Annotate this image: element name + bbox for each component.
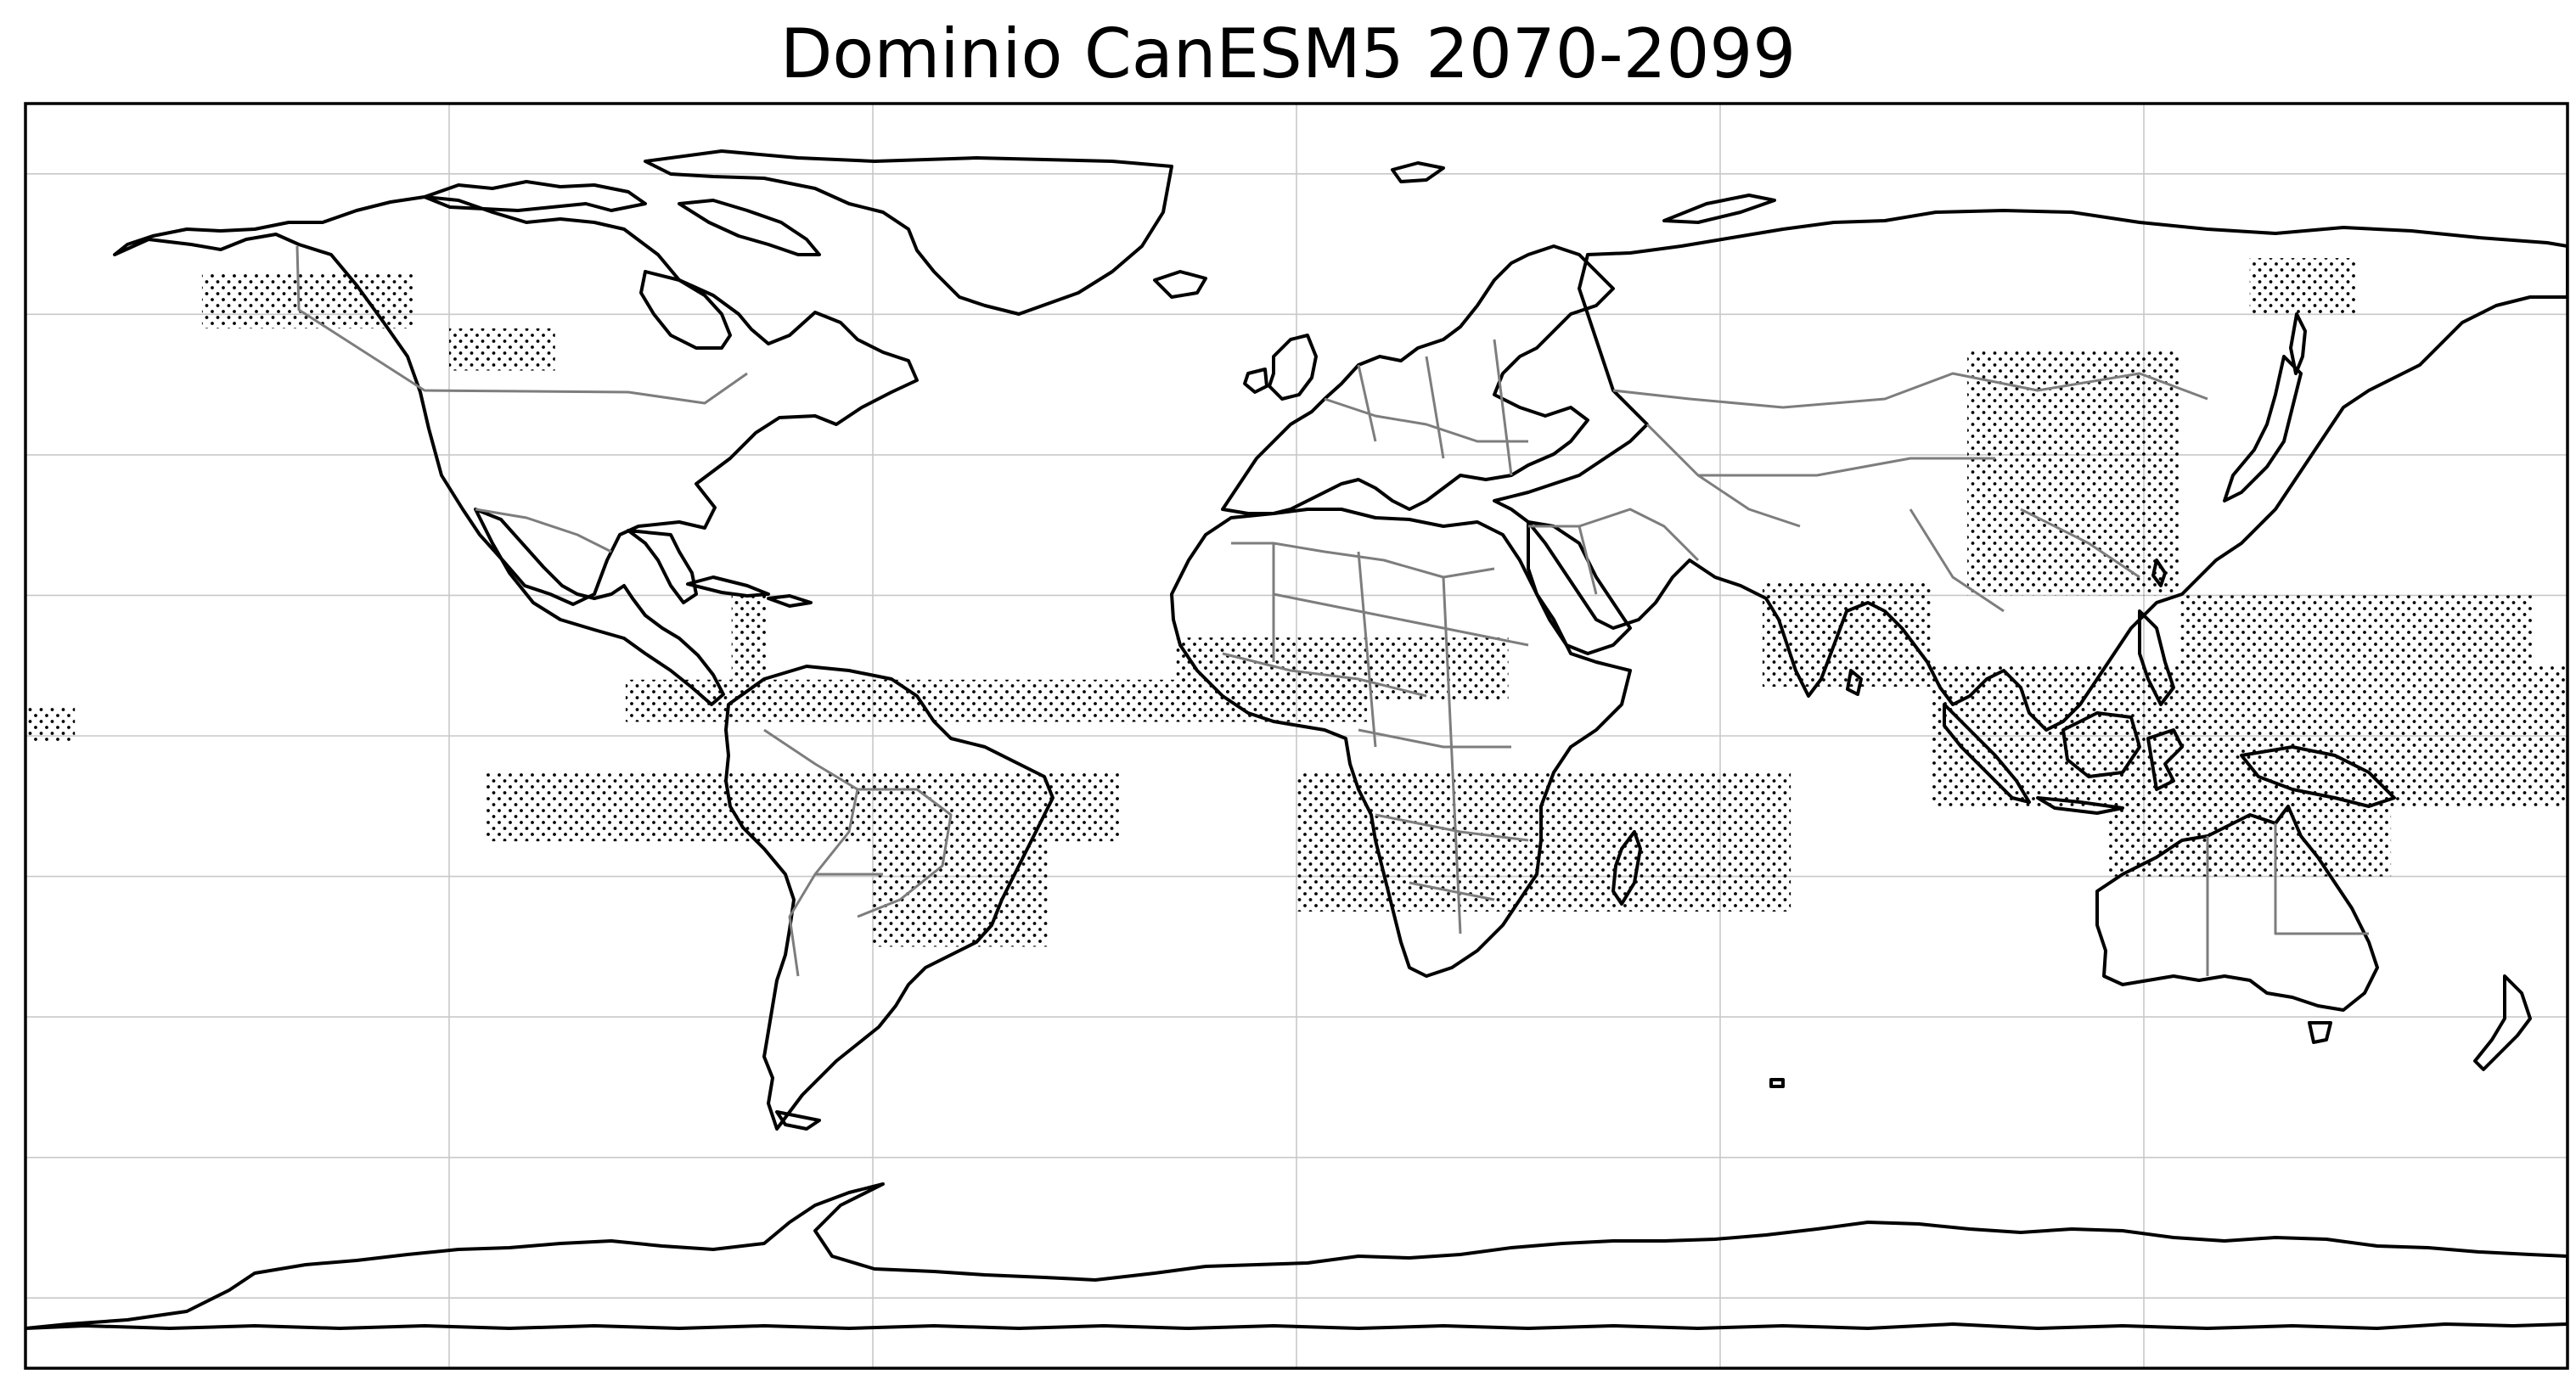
stipple-region-southern-africa-indian-ocean xyxy=(1296,771,1791,912)
south-america-borders xyxy=(763,728,953,977)
sulawesi-coastline xyxy=(2146,728,2184,791)
map-title: Dominio CanESM5 2070-2099 xyxy=(779,14,1797,93)
stipple-region-sahel-west-africa xyxy=(1176,637,1509,701)
map-frame xyxy=(24,102,2569,1370)
philippines-coastline xyxy=(2138,609,2175,706)
stipple-region-east-asia xyxy=(1967,349,2179,596)
borneo-coastline xyxy=(2061,711,2141,778)
us-mexico-border xyxy=(475,508,612,553)
canadian-archipelago-coastline xyxy=(423,180,647,212)
new-zealand-coastline xyxy=(2473,974,2532,1071)
hispaniola-coastline xyxy=(767,594,813,608)
java-coastline xyxy=(2036,796,2124,815)
north-america-coastline xyxy=(113,195,919,606)
stipple-region-tropical-south-america xyxy=(484,771,1121,842)
baffin-island-coastline xyxy=(678,199,821,256)
mexico-central-america-coastline xyxy=(474,508,725,706)
stipple-region-alaska-canada xyxy=(201,272,414,328)
stipple-region-mexico-caribbean xyxy=(731,595,768,680)
asia-coastline xyxy=(1493,209,2568,732)
greenland-coastline xyxy=(644,149,1173,316)
stipple-region-southern-brazil xyxy=(873,841,1049,947)
coastlines xyxy=(25,149,2568,1330)
europe-asia-borders xyxy=(1324,339,2208,613)
australia-coastline xyxy=(2095,805,2379,1012)
small-island-coastline xyxy=(1769,1078,1785,1088)
madagascar-coastline xyxy=(1611,830,1642,906)
sakhalin-coastline xyxy=(2289,312,2307,375)
stipple-region-south-asia-bay-of-bengal xyxy=(1762,581,1932,688)
new-guinea-coastline xyxy=(2240,745,2396,808)
novaya-zemlya-coastline xyxy=(1662,194,1776,224)
middle-east-borders xyxy=(1528,508,1700,595)
stipple-region-western-canada xyxy=(449,328,555,371)
japan-coastline xyxy=(2223,355,2303,502)
iceland-coastline xyxy=(1153,270,1207,299)
europe-coastline xyxy=(1221,244,1615,515)
stipple-region-east-pacific-equatorial xyxy=(25,707,76,744)
africa-borders xyxy=(1222,542,1529,935)
stipple-region-northwest-pacific xyxy=(2179,595,2533,666)
svalbard-coastline xyxy=(1391,161,1445,183)
cuba-coastline xyxy=(686,575,770,598)
taiwan-coastline xyxy=(2151,558,2167,587)
stipple-layer xyxy=(25,258,2568,947)
tierra-del-fuego-coastline xyxy=(775,1110,821,1131)
florida-coastline xyxy=(627,529,698,604)
sri-lanka-coastline xyxy=(1846,669,1863,696)
hudson-bay-coastline xyxy=(639,270,732,350)
ireland-coastline xyxy=(1243,368,1268,394)
us-canada-border xyxy=(295,245,748,405)
tasmania-coastline xyxy=(2308,1021,2332,1044)
antarctica-coastline xyxy=(25,1182,2568,1330)
sumatra-coastline xyxy=(1943,703,2031,804)
country-borders xyxy=(295,245,2369,977)
great-britain-coastline xyxy=(1268,334,1318,401)
stipple-region-siberia xyxy=(2249,258,2356,315)
australia-borders xyxy=(2206,823,2369,976)
south-america-coastline xyxy=(724,665,1055,1131)
africa-coastline xyxy=(1170,508,1632,978)
